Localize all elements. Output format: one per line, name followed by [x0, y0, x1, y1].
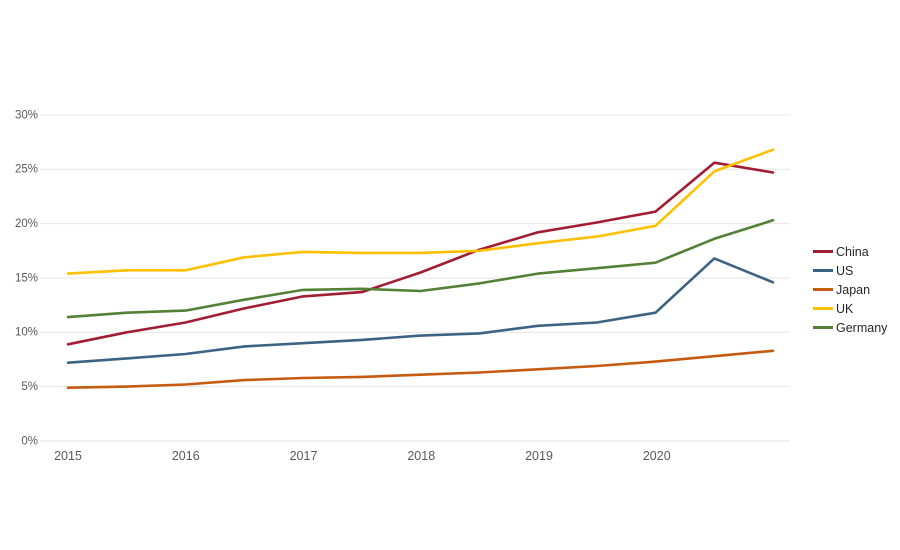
y-axis-tick-labels: 0% 5% 10% 15% 20% 25% 30%	[15, 109, 38, 447]
chart-legend: China US Japan UK Germany	[813, 242, 887, 337]
gridlines	[40, 114, 790, 442]
y-tick-label: 20%	[15, 218, 38, 230]
y-tick-label: 30%	[15, 109, 38, 121]
x-tick-label: 2018	[407, 449, 435, 463]
y-tick-label: 10%	[15, 327, 38, 339]
x-tick-label: 2016	[172, 449, 200, 463]
y-tick-label: 5%	[21, 381, 38, 393]
y-tick-label: 15%	[15, 272, 38, 284]
legend-item-us: US	[813, 261, 887, 280]
y-tick-label: 0%	[21, 435, 38, 447]
legend-label: Japan	[836, 282, 871, 297]
germany-line-swatch	[813, 326, 833, 329]
legend-item-uk: UK	[813, 299, 887, 318]
legend-item-japan: Japan	[813, 280, 887, 299]
japan-line-swatch	[813, 288, 833, 291]
series-line-us	[66, 257, 775, 365]
series-line-uk	[66, 148, 775, 275]
china-line-swatch	[813, 250, 833, 253]
legend-item-germany: Germany	[813, 318, 887, 337]
legend-label: Germany	[836, 320, 888, 335]
legend-item-china: China	[813, 242, 887, 261]
legend-label: China	[836, 244, 869, 259]
us-line-swatch	[813, 269, 833, 272]
legend-label: US	[836, 263, 854, 278]
series-line-germany	[66, 219, 775, 319]
x-tick-label: 2020	[643, 449, 671, 463]
series-lines	[66, 148, 775, 390]
y-tick-label: 25%	[15, 164, 38, 176]
x-tick-label: 2017	[290, 449, 318, 463]
x-tick-label: 2015	[54, 449, 82, 463]
series-line-china	[66, 161, 775, 346]
uk-line-swatch	[813, 307, 833, 310]
x-axis-tick-labels: 2015 2016 2017 2018 2019 2020	[54, 449, 671, 463]
series-line-japan	[66, 349, 775, 390]
x-tick-label: 2019	[525, 449, 553, 463]
legend-label: UK	[836, 301, 854, 316]
